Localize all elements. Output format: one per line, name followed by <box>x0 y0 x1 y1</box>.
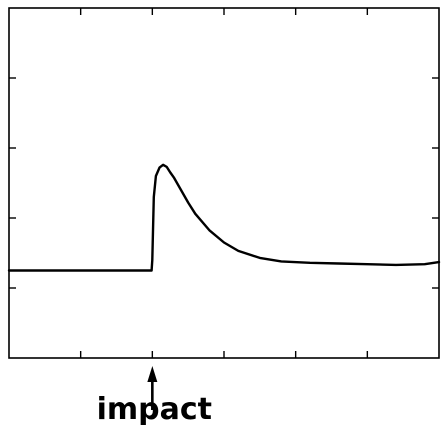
impact-arrow-head <box>147 366 158 382</box>
axis-ticks <box>9 8 439 358</box>
impact-annotation: impact <box>97 366 212 425</box>
impact-label: impact <box>97 392 212 425</box>
signal-trace <box>7 163 441 272</box>
plot-frame <box>8 7 440 359</box>
